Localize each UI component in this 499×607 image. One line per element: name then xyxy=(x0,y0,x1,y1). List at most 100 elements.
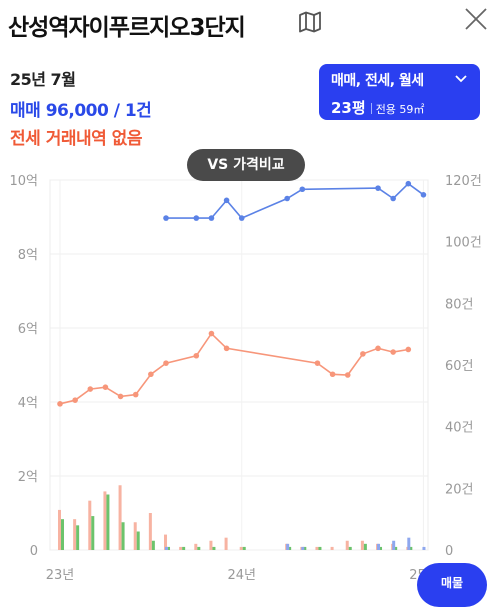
y-right-tick-label: 0 xyxy=(445,544,453,559)
y-right-tick-label: 20건 xyxy=(445,482,474,497)
volume-bar-green xyxy=(121,522,125,550)
volume-bar-jeonse xyxy=(103,491,107,550)
volume-bar-jeonse xyxy=(239,546,243,550)
volume-bar-jeonse xyxy=(179,546,183,550)
volume-bar-green xyxy=(242,546,246,550)
series-point-sale xyxy=(193,215,200,221)
volume-bar-jeonse xyxy=(194,543,198,550)
volume-bar-green xyxy=(182,546,186,550)
chevron-down-icon xyxy=(455,75,467,83)
volume-bars xyxy=(58,485,426,550)
map-icon[interactable] xyxy=(298,11,322,33)
volume-bar-sale xyxy=(286,543,290,550)
volume-bar-jeonse xyxy=(118,485,122,550)
y-left-tick-label: 2억 xyxy=(18,470,38,485)
summary-sale: 매매 96,000 / 1건 xyxy=(10,101,152,121)
price-lines xyxy=(57,180,427,407)
y-left-tick-label: 4억 xyxy=(18,396,38,411)
filter-size: 23평 전용 59㎡ xyxy=(331,97,468,118)
volume-bar-jeonse xyxy=(209,540,213,550)
volume-bar-jeonse xyxy=(164,534,168,550)
y-left-tick-label: 6억 xyxy=(18,322,38,337)
volume-bar-jeonse xyxy=(58,509,61,550)
series-point-sale xyxy=(284,195,290,202)
chart-grid xyxy=(49,179,429,551)
series-point-sale xyxy=(223,197,230,204)
y-left-tick-label: 0 xyxy=(30,544,38,559)
series-point-jeonse xyxy=(163,360,169,366)
filter-pyeong: 23평 xyxy=(331,99,366,117)
series-line-sale xyxy=(166,182,424,220)
volume-bar-green xyxy=(288,546,292,550)
volume-bar-green xyxy=(106,494,110,550)
volume-bar-sale xyxy=(301,546,305,550)
series-point-jeonse xyxy=(375,345,381,352)
price-chart[interactable]: 02억4억6억8억10억020건40건60건80건100건120건23년24년2… xyxy=(0,168,499,591)
y-right-tick-label: 60건 xyxy=(445,359,474,374)
series-point-jeonse xyxy=(360,351,366,357)
series-point-jeonse xyxy=(102,384,109,390)
series-point-jeonse xyxy=(87,386,94,392)
y-right-tick-label: 100건 xyxy=(445,236,482,251)
volume-bar-jeonse xyxy=(330,546,334,550)
y-right-tick-label: 80건 xyxy=(445,297,474,312)
summary-date: 25년 7월 xyxy=(10,70,76,89)
volume-bar-jeonse xyxy=(360,540,364,550)
series-point-sale xyxy=(299,186,306,193)
series-point-sale xyxy=(390,195,396,202)
filter-area: 전용 59㎡ xyxy=(375,103,425,116)
chart-axes: 02억4억6억8억10억020건40건60건80건100건120건23년24년2… xyxy=(9,174,481,583)
filter-divider xyxy=(370,103,372,114)
series-point-sale xyxy=(238,215,245,221)
volume-bar-green xyxy=(363,543,367,550)
page-title: 산성역자이푸르지오3단지 xyxy=(8,15,246,41)
series-point-sale xyxy=(420,192,427,198)
series-point-jeonse xyxy=(329,371,336,378)
x-tick-label: 23년 xyxy=(46,568,75,583)
series-point-sale xyxy=(208,215,215,221)
volume-bar-jeonse xyxy=(88,500,92,550)
y-left-tick-label: 10억 xyxy=(9,174,38,189)
volume-bar-green xyxy=(76,525,80,550)
series-point-jeonse xyxy=(132,391,139,398)
volume-bar-sale xyxy=(422,546,426,550)
volume-bar-green xyxy=(409,546,413,550)
volume-bar-green xyxy=(136,531,140,550)
series-point-sale xyxy=(375,185,381,191)
volume-bar-sale xyxy=(377,543,381,550)
volume-bar-green xyxy=(379,546,383,550)
series-point-jeonse xyxy=(148,371,154,378)
y-left-tick-label: 8억 xyxy=(18,248,38,263)
volume-bar-jeonse xyxy=(148,513,152,550)
header: 산성역자이푸르지오3단지 xyxy=(0,0,499,48)
series-point-sale xyxy=(405,180,412,187)
volume-bar-jeonse xyxy=(345,540,349,550)
volume-bar-green xyxy=(212,546,216,550)
summary-jeonse: 전세 거래내역 없음 xyxy=(10,129,142,149)
series-point-jeonse xyxy=(314,360,321,366)
series-point-jeonse xyxy=(117,393,124,400)
volume-bar-green xyxy=(167,546,171,550)
deal-type-size-filter[interactable]: 매매, 전세, 월세 23평 전용 59㎡ xyxy=(319,64,480,120)
series-point-jeonse xyxy=(208,330,215,337)
series-point-jeonse xyxy=(72,397,78,403)
volume-bar-green xyxy=(91,516,95,550)
close-icon[interactable] xyxy=(463,6,489,32)
listing-button[interactable]: 매물 xyxy=(417,563,487,607)
volume-bar-jeonse xyxy=(315,546,319,550)
series-point-jeonse xyxy=(390,349,396,355)
volume-bar-sale xyxy=(165,546,169,550)
volume-bar-green xyxy=(394,546,398,550)
volume-bar-sale xyxy=(407,537,411,550)
series-point-jeonse xyxy=(223,345,230,352)
price-compare-button[interactable]: VS 가격비교 xyxy=(187,149,305,181)
volume-bar-sale xyxy=(392,540,396,550)
volume-bar-green xyxy=(151,540,155,550)
volume-bar-green xyxy=(318,546,322,550)
y-right-tick-label: 40건 xyxy=(445,421,474,436)
x-tick-label: 24년 xyxy=(227,568,256,583)
volume-bar-green xyxy=(61,519,64,550)
series-point-jeonse xyxy=(405,346,412,353)
volume-bar-green xyxy=(197,546,201,550)
volume-bar-green xyxy=(303,546,307,550)
